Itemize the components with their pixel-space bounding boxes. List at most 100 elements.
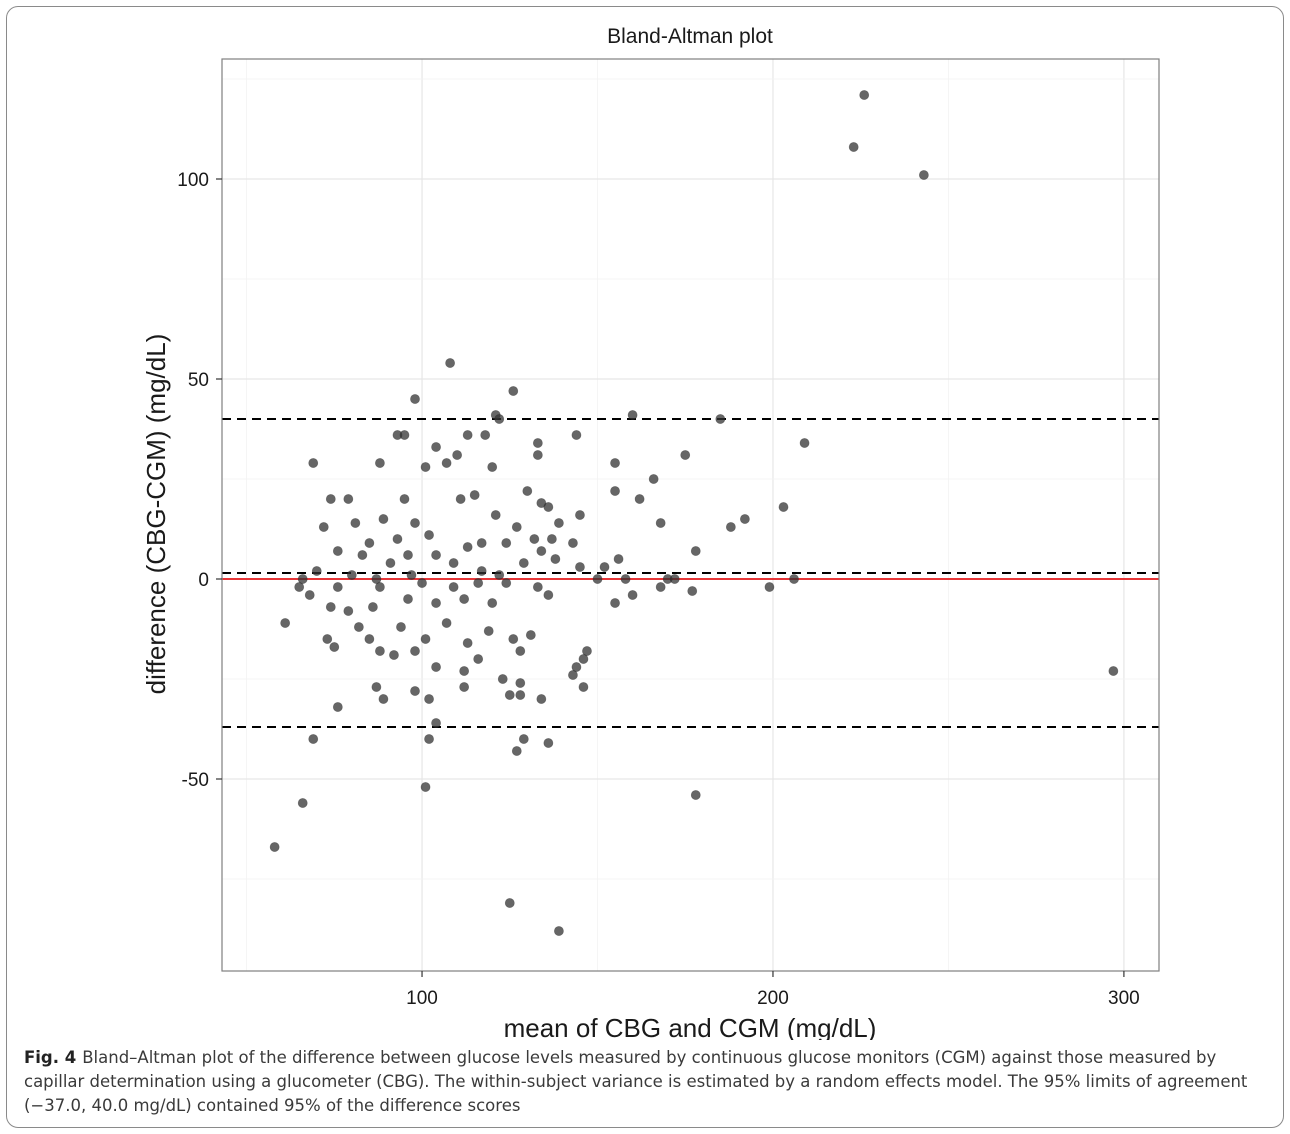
data-point — [553, 926, 564, 936]
plot-panel-border — [221, 58, 1160, 972]
data-point — [483, 626, 494, 636]
data-point — [536, 498, 547, 508]
data-point — [1108, 666, 1119, 676]
data-point — [318, 522, 329, 532]
data-point — [690, 546, 701, 556]
data-point — [431, 442, 441, 452]
data-point — [536, 546, 547, 556]
data-point — [375, 646, 385, 656]
data-point — [332, 702, 343, 712]
data-point — [518, 558, 529, 568]
data-point — [417, 578, 427, 588]
data-point — [375, 582, 385, 592]
data-point — [420, 782, 431, 792]
bland-altman-chart: Bland-Altman plot 100 200 300 -50 0 50 100 me… — [141, 25, 1160, 1040]
figure-frame — [6, 6, 1284, 1128]
data-point — [346, 570, 357, 580]
data-point — [459, 682, 470, 692]
data-point — [378, 514, 389, 524]
data-point — [610, 458, 620, 468]
data-point — [725, 522, 736, 532]
data-point — [610, 598, 620, 608]
data-point — [357, 550, 368, 560]
reference-lines — [222, 418, 1159, 728]
data-point — [396, 622, 406, 632]
data-point — [568, 538, 578, 548]
data-point — [511, 522, 522, 532]
data-point — [497, 674, 508, 684]
data-point — [364, 634, 375, 644]
data-point — [575, 562, 585, 572]
data-points — [269, 90, 1119, 936]
data-point — [669, 574, 680, 584]
data-point — [420, 634, 431, 644]
data-point — [494, 570, 505, 580]
data-point — [690, 790, 701, 800]
data-point — [543, 502, 554, 512]
data-point — [553, 518, 564, 528]
data-point — [399, 494, 410, 504]
data-point — [504, 898, 515, 908]
data-point — [487, 462, 498, 472]
data-point — [343, 494, 354, 504]
y-tick-label: 100 — [177, 170, 209, 191]
grid-lines — [222, 59, 1159, 971]
data-point — [476, 566, 487, 576]
data-point — [532, 582, 543, 592]
data-point — [546, 534, 557, 544]
data-point — [410, 394, 420, 404]
data-point — [294, 582, 305, 592]
data-point — [536, 694, 547, 704]
data-point — [918, 170, 929, 180]
data-point — [353, 622, 364, 632]
data-point — [613, 554, 624, 564]
data-point — [371, 682, 382, 692]
data-point — [308, 458, 319, 468]
data-point — [473, 578, 484, 588]
data-point — [392, 430, 403, 440]
data-point — [522, 486, 533, 496]
y-tick-label: 0 — [198, 570, 209, 591]
data-point — [680, 450, 691, 460]
data-point — [543, 590, 554, 600]
data-point — [789, 574, 799, 584]
data-point — [329, 642, 340, 652]
data-point — [687, 586, 698, 596]
caption-label: Fig. 4 — [24, 1048, 77, 1067]
data-point — [462, 542, 473, 552]
data-point — [392, 534, 403, 544]
data-point — [476, 538, 487, 548]
data-point — [424, 734, 434, 744]
y-axis: -50 0 50 100 — [177, 170, 222, 791]
data-point — [620, 574, 631, 584]
data-point — [410, 518, 420, 528]
x-tick-label: 200 — [757, 988, 789, 1009]
data-point — [304, 590, 315, 600]
data-point — [739, 514, 750, 524]
figure-caption: Fig. 4 Bland–Altman plot of the differenc… — [24, 1046, 1270, 1118]
y-tick-label: 50 — [188, 370, 209, 391]
data-point — [550, 554, 561, 564]
data-point — [332, 582, 343, 592]
data-point — [532, 450, 543, 460]
data-point — [578, 682, 589, 692]
data-point — [655, 518, 666, 528]
data-point — [568, 670, 578, 680]
data-point — [403, 594, 413, 604]
data-point — [490, 510, 501, 520]
data-point — [368, 602, 378, 612]
data-point — [385, 558, 396, 568]
data-point — [515, 690, 526, 700]
data-point — [529, 534, 540, 544]
data-point — [543, 738, 554, 748]
data-point — [406, 570, 417, 580]
data-point — [350, 518, 361, 528]
data-point — [441, 458, 452, 468]
data-point — [480, 430, 491, 440]
data-point — [599, 562, 610, 572]
data-point — [424, 694, 434, 704]
x-tick-label: 100 — [406, 988, 438, 1009]
data-point — [431, 598, 441, 608]
data-point — [501, 578, 512, 588]
data-point — [459, 594, 470, 604]
